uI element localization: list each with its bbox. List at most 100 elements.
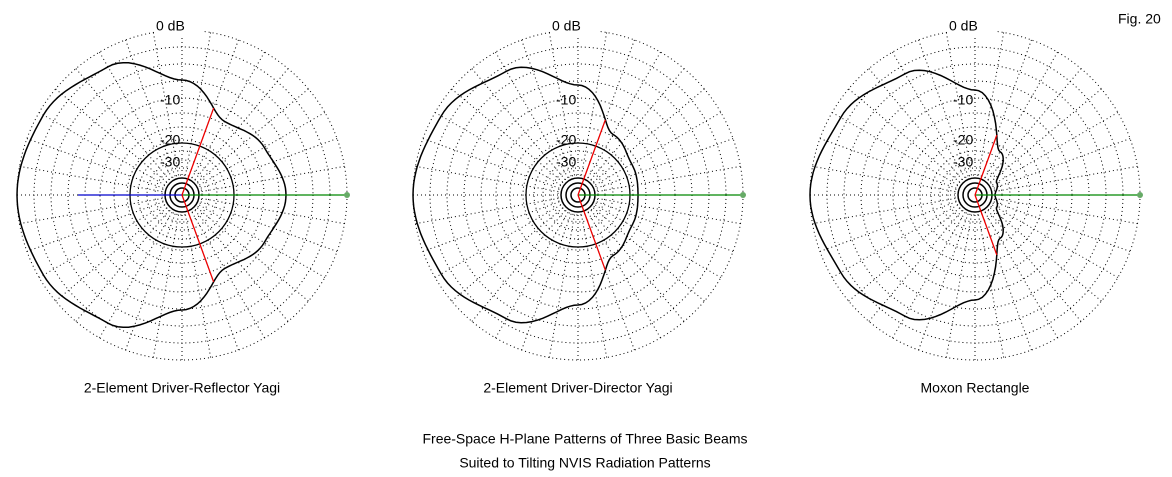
grid-spoke	[200, 138, 338, 189]
grid-spoke	[55, 88, 168, 183]
grid-spoke	[495, 51, 569, 178]
grid-spoke	[596, 138, 734, 189]
tilt-line	[974, 134, 998, 196]
grid-spoke	[989, 207, 1102, 302]
grid-spoke	[597, 197, 741, 225]
grid-spoke	[548, 32, 576, 176]
grid-spoke	[977, 32, 1005, 176]
grid-spoke	[831, 204, 958, 278]
grid-spoke	[38, 112, 165, 186]
ring-label: -30	[953, 154, 973, 170]
grid-spoke	[451, 207, 564, 302]
figure-label: Fig. 20	[1118, 11, 1161, 27]
grid-spoke	[984, 212, 1058, 339]
grid-spoke	[595, 112, 722, 186]
ring-label: -20	[160, 132, 180, 148]
grid-spoke	[590, 68, 685, 181]
pattern-curve	[809, 69, 1004, 321]
grid-spoke	[194, 68, 289, 181]
grid-spoke	[26, 138, 164, 189]
grid-spoke	[125, 213, 176, 351]
grid-spoke	[191, 212, 265, 339]
grid-spoke	[184, 32, 212, 176]
grid-spoke	[819, 201, 957, 252]
grid-spoke	[993, 138, 1131, 189]
grid-spoke	[495, 212, 569, 339]
grid-spoke	[592, 207, 705, 302]
figure-title: Suited to Tilting NVIS Radiation Pattern…	[459, 455, 710, 471]
grid-spoke	[152, 32, 180, 176]
grid-spoke	[99, 51, 173, 178]
grid-spoke	[989, 88, 1102, 183]
grid-spoke	[471, 209, 566, 322]
grid-spoke	[848, 88, 961, 183]
forward-dot	[740, 192, 746, 198]
grid-spoke	[892, 51, 966, 178]
plot-caption: Moxon Rectangle	[921, 380, 1030, 396]
grid-spoke	[868, 209, 963, 322]
pattern-curve	[412, 66, 639, 324]
grid-spoke	[434, 112, 561, 186]
grid-spoke	[992, 112, 1119, 186]
ring-label: -30	[160, 154, 180, 170]
grid-spoke	[194, 209, 289, 322]
grid-spoke	[471, 68, 566, 181]
grid-spoke	[26, 201, 164, 252]
grid-spoke	[415, 165, 559, 193]
grid-spoke	[812, 197, 956, 225]
grid-spoke	[422, 201, 560, 252]
grid-spoke	[848, 207, 961, 302]
grid-spoke	[994, 165, 1138, 193]
figure-title: Free-Space H-Plane Patterns of Three Bas…	[422, 431, 747, 447]
plot-caption: 2-Element Driver-Director Yagi	[483, 380, 672, 396]
grid-spoke	[994, 197, 1138, 225]
grid-spoke	[434, 204, 561, 278]
grid-spoke	[75, 209, 170, 322]
grid-spoke	[918, 213, 969, 351]
ring-label: -20	[953, 132, 973, 148]
grid-spoke	[945, 214, 973, 358]
tilt-line	[577, 194, 606, 271]
ring-label: -10	[160, 92, 180, 108]
grid-spoke	[597, 165, 741, 193]
grid-spoke	[590, 209, 685, 322]
grid-spoke	[125, 39, 176, 177]
ring-label: -10	[556, 92, 576, 108]
grid-spoke	[191, 51, 265, 178]
label-bg	[947, 18, 997, 36]
grid-spoke	[831, 112, 958, 186]
grid-spoke	[580, 214, 608, 358]
grid-spoke	[201, 197, 345, 225]
pattern-curve	[16, 61, 287, 329]
grid-spoke	[38, 204, 165, 278]
grid-spoke	[451, 88, 564, 183]
grid-spoke	[992, 204, 1119, 278]
plot-caption: 2-Element Driver-Reflector Yagi	[84, 380, 280, 396]
tilt-line	[974, 194, 998, 256]
grid-spoke	[812, 165, 956, 193]
grid-spoke	[200, 201, 338, 252]
label-bg	[154, 18, 204, 36]
grid-spoke	[892, 212, 966, 339]
tilt-line	[181, 107, 215, 196]
grid-spoke	[201, 165, 345, 193]
grid-spoke	[55, 207, 168, 302]
grid-spoke	[152, 214, 180, 358]
grid-spoke	[548, 214, 576, 358]
ring-label: 0 dB	[156, 18, 185, 34]
grid-spoke	[595, 204, 722, 278]
grid-spoke	[19, 197, 163, 225]
grid-spoke	[587, 212, 661, 339]
grid-spoke	[415, 197, 559, 225]
ring-label: -30	[556, 154, 576, 170]
grid-spoke	[993, 201, 1131, 252]
grid-spoke	[596, 201, 734, 252]
grid-spoke	[521, 39, 572, 177]
forward-dot	[344, 192, 350, 198]
grid-spoke	[199, 204, 326, 278]
ring-label: -20	[556, 132, 576, 148]
grid-spoke	[99, 212, 173, 339]
tilt-line	[577, 119, 606, 196]
grid-spoke	[592, 88, 705, 183]
